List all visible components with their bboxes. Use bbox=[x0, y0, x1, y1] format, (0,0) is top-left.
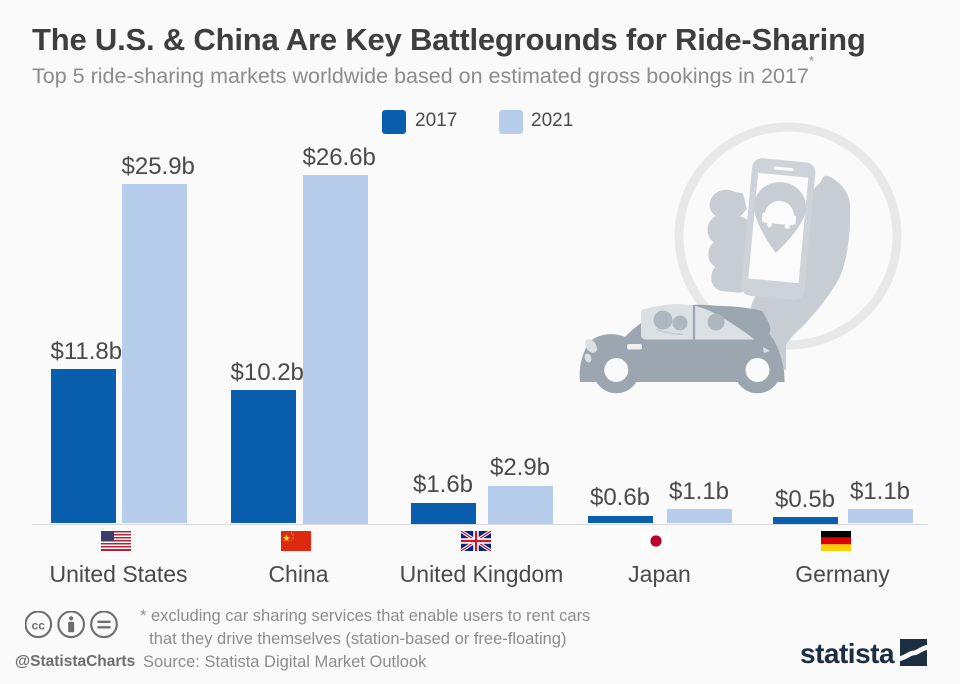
svg-text:cc: cc bbox=[32, 619, 46, 633]
